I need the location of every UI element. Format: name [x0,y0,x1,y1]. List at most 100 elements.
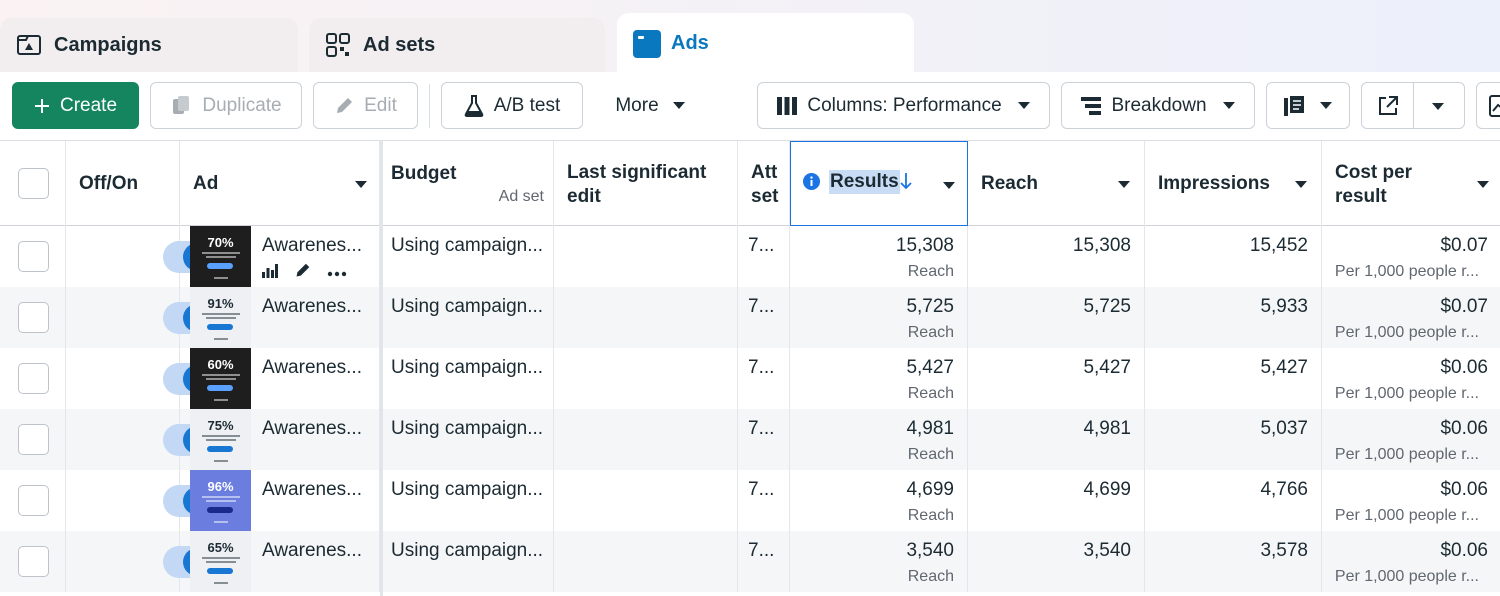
ad-name-link[interactable]: Awarenes... [262,235,362,256]
header-label: Impressions [1158,173,1270,194]
attribution-cell: 7... [738,287,790,348]
table-row[interactable]: 96% Awarenes... Using campaign... 7... 4… [0,470,1500,531]
tab-campaigns[interactable]: Campaigns [0,18,298,72]
pencil-icon [334,96,354,116]
ad-name-link[interactable]: Awarenes... [262,357,362,378]
ad-thumbnail[interactable]: 91% [190,287,251,348]
more-button[interactable]: More [598,82,702,129]
header-label: Cost per [1335,162,1413,183]
budget-cell: Using campaign... [383,409,554,470]
table-row[interactable]: 60% Awarenes... Using campaign... 7... 5… [0,348,1500,409]
off-on-cell [66,226,213,287]
thumbnail-pill [207,507,233,513]
thumbnail-line [202,435,240,437]
attribution-value: 7... [748,418,775,439]
ad-name-link[interactable]: Awarenes... [262,540,362,561]
thumbnail-line [214,521,228,523]
ad-name-link[interactable]: Awarenes... [262,418,362,439]
table-row[interactable]: 91% Awarenes... Using campaign... 7... 5… [0,287,1500,348]
chevron-down-icon[interactable] [355,181,367,188]
results-type: Reach [907,385,954,402]
tab-ad-sets[interactable]: Ad sets [309,18,605,72]
row-checkbox[interactable] [18,546,49,577]
select-all-checkbox[interactable] [18,168,49,199]
cost-value: $0.07 [1440,296,1488,317]
header-cost-per-result[interactable]: Cost per result [1322,141,1500,226]
off-on-cell [66,348,213,409]
arrow-down-sort-icon[interactable] [899,172,913,196]
cost-description: Per 1,000 people r... [1334,385,1479,402]
info-icon[interactable] [803,173,820,196]
budget-value: Using campaign... [391,540,544,561]
reports-button[interactable] [1266,82,1350,129]
thumbnail-pill [207,324,233,330]
ad-name-link[interactable]: Awarenes... [262,296,362,317]
breakdown-button[interactable]: Breakdown [1061,82,1255,129]
chevron-down-icon[interactable] [1118,181,1130,188]
header-ad[interactable]: Ad [180,141,380,226]
pencil-icon[interactable] [294,262,311,284]
tab-ads[interactable]: Ads [617,13,914,73]
table-row[interactable]: 75% Awarenes... Using campaign... 7... 4… [0,409,1500,470]
header-impressions[interactable]: Impressions [1145,141,1322,226]
thumbnail-line [202,374,240,376]
thumbnail-line [214,277,228,279]
create-button[interactable]: Create [12,82,139,129]
chevron-down-icon[interactable] [943,182,955,189]
more-options-icon[interactable] [327,264,347,282]
columns-label: Columns: Performance [807,94,1002,116]
results-type: Reach [907,507,954,524]
select-cell [0,287,66,348]
budget-cell: Using campaign... [383,287,554,348]
chart-icon [1489,95,1500,123]
header-budget[interactable]: Budget Ad set [383,141,554,226]
columns-button[interactable]: Columns: Performance [757,82,1050,129]
row-checkbox[interactable] [18,485,49,516]
reach-value: 5,725 [1083,296,1131,317]
results-value: 5,725 [906,296,954,317]
thumbnail-percent: 60% [207,357,234,372]
results-type: Reach [907,324,954,341]
results-value: 15,308 [895,235,954,256]
budget-value: Using campaign... [391,479,544,500]
row-checkbox[interactable] [18,302,49,333]
chevron-down-icon[interactable] [1477,181,1489,188]
ad-thumbnail[interactable]: 75% [190,409,251,470]
chart-view-button[interactable] [1476,82,1500,129]
header-attribution-setting[interactable]: Att set [738,141,790,226]
budget-cell: Using campaign... [383,348,554,409]
header-off-on[interactable]: Off/On [66,141,180,226]
header-results[interactable]: Results [790,141,968,226]
duplicate-label: Duplicate [202,94,282,116]
ad-name-link[interactable]: Awarenes... [262,479,362,500]
budget-cell: Using campaign... [383,226,554,287]
ad-thumbnail[interactable]: 70% [190,226,251,287]
reach-value: 4,699 [1083,479,1131,500]
chevron-down-icon [1017,102,1030,109]
impressions-cell: 5,933 [1145,287,1322,348]
table-row[interactable]: 65% Awarenes... Using campaign... 7... 3… [0,531,1500,592]
ab-test-button[interactable]: A/B test [441,82,583,129]
chevron-down-icon [1222,102,1235,109]
thumbnail-percent: 91% [207,296,234,311]
header-last-significant-edit[interactable]: Last significant edit [554,141,738,226]
export-icon[interactable] [1377,95,1399,123]
ad-thumbnail[interactable]: 65% [190,531,251,592]
ad-thumbnail[interactable]: 96% [190,470,251,531]
row-checkbox[interactable] [18,424,49,455]
row-checkbox[interactable] [18,241,49,272]
export-dropdown-chevron-icon[interactable] [1432,103,1444,110]
impressions-value: 5,427 [1260,357,1308,378]
row-checkbox[interactable] [18,363,49,394]
header-reach[interactable]: Reach [968,141,1145,226]
edit-button[interactable]: Edit [313,82,418,129]
cost-value: $0.06 [1440,418,1488,439]
off-on-cell [66,409,213,470]
ad-thumbnail[interactable]: 60% [190,348,251,409]
chevron-down-icon[interactable] [1295,181,1307,188]
bar-chart-icon[interactable] [262,263,278,283]
last-edit-cell [554,470,738,531]
table-row[interactable]: 70% Awarenes... Using campaign... 7... 1… [0,226,1500,287]
duplicate-button[interactable]: Duplicate [150,82,302,129]
cost-value: $0.06 [1440,479,1488,500]
